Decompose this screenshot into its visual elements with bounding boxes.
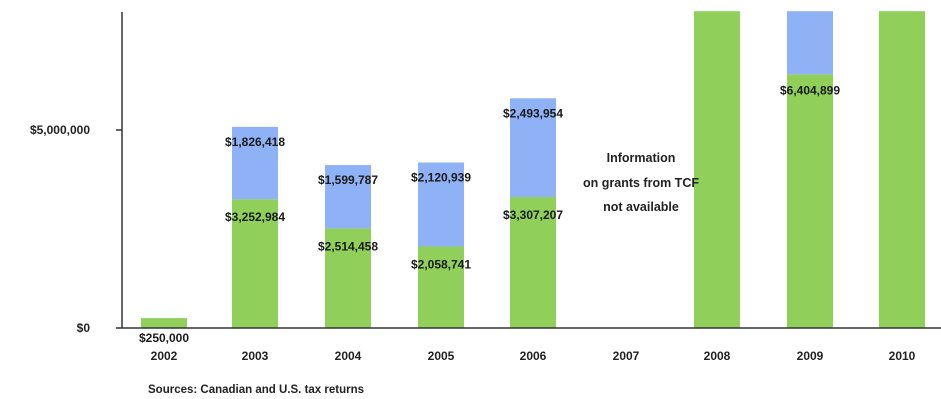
x-tick-label: 2006 xyxy=(520,349,547,363)
data-label-blue-2003: $1,826,418 xyxy=(225,135,285,149)
x-tick-label: 2009 xyxy=(797,349,824,363)
x-tick-label: 2007 xyxy=(613,349,640,363)
bars-layer xyxy=(141,11,925,328)
x-tick-label: 2008 xyxy=(704,349,731,363)
bar-clipped-2008 xyxy=(694,11,740,328)
data-label-blue-2005: $2,120,939 xyxy=(411,170,471,184)
bar-blue-2006 xyxy=(510,98,556,198)
data-label-blue-2004: $1,599,787 xyxy=(318,173,378,187)
bar-blue-2009 xyxy=(787,11,833,75)
x-tick-label: 2005 xyxy=(428,349,455,363)
data-label-green-2004: $2,514,458 xyxy=(318,239,378,253)
bar-green-2004 xyxy=(325,228,371,328)
bar-green-2006 xyxy=(510,197,556,328)
annotation-line-3: not available xyxy=(603,200,679,214)
annotation-line-1: Information xyxy=(607,151,676,165)
bar-green-2009 xyxy=(787,74,833,328)
bar-blue-2004 xyxy=(325,165,371,229)
bar-clipped-2010 xyxy=(879,11,925,328)
bar-green-2003 xyxy=(232,199,278,328)
data-label-blue-2006: $2,493,954 xyxy=(503,106,563,120)
x-tick-label: 2010 xyxy=(889,349,916,363)
data-label-green-2003: $3,252,984 xyxy=(225,210,285,224)
y-tick-label: $0 xyxy=(77,321,91,335)
x-tick-label: 2003 xyxy=(242,349,269,363)
labels-layer: $250,000 $3,252,984 $1,826,418 $2,514,458 $1… xyxy=(139,83,840,345)
source-note: Sources: Canadian and U.S. tax returns xyxy=(148,384,365,396)
axes-layer: $0 $5,000,000 2002 2003 2004 2005 2006 2007 2008… xyxy=(30,12,941,363)
bar-blue-2005 xyxy=(418,162,464,247)
x-tick-label: 2004 xyxy=(335,349,362,363)
data-label-green-2005: $2,058,741 xyxy=(411,257,471,271)
bar-green-2002 xyxy=(141,318,187,328)
annotation-line-2: on grants from TCF xyxy=(583,176,699,190)
data-label-green-2009: $6,404,899 xyxy=(780,83,840,97)
bar-green-2005 xyxy=(418,246,464,328)
y-tick-label: $5,000,000 xyxy=(30,123,90,137)
data-label-green-2002: $250,000 xyxy=(139,331,189,345)
bar-blue-2003 xyxy=(232,126,278,200)
x-tick-label: 2002 xyxy=(151,349,178,363)
data-label-green-2006: $3,307,207 xyxy=(503,208,563,222)
